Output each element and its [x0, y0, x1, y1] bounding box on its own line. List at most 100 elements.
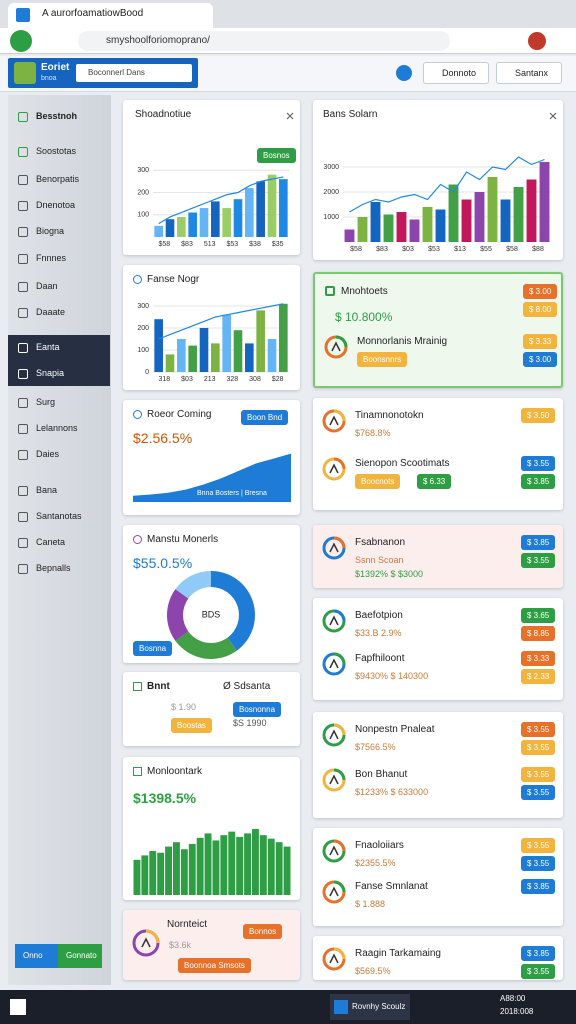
bar: [252, 829, 259, 895]
sidebar-icon: [18, 369, 28, 379]
card: Monloontark $1398.5%: [123, 757, 300, 900]
sidebar-item[interactable]: Fnnnes: [36, 253, 67, 263]
card: Shoadnotiue Bosnos 100 200 300 $58 $83 513 $53 $3…: [123, 100, 300, 255]
sidebar-item[interactable]: Dnenotoa: [36, 200, 76, 210]
header-button[interactable]: Santanx: [496, 62, 562, 84]
sidebar-item[interactable]: Daies: [36, 449, 60, 459]
x-tick-label: 328: [226, 376, 238, 383]
card-title: Ø Sdsanta: [223, 681, 271, 692]
bar: [370, 202, 381, 242]
browser-tab[interactable]: A aurorfoamatiowBood: [8, 3, 213, 28]
sidebar-button[interactable]: Onno: [15, 944, 58, 968]
sidebar-item[interactable]: Surg: [36, 397, 56, 407]
sidebar-item[interactable]: Daan: [36, 281, 58, 291]
icon-arc: [333, 536, 346, 549]
bar: [279, 303, 288, 372]
sidebar-icon: [18, 227, 28, 237]
badge: $ 8.85: [521, 626, 556, 641]
badge: $ 3.85: [521, 474, 556, 489]
sidebar-item[interactable]: Biogna: [36, 226, 65, 236]
bar: [233, 199, 243, 237]
bar: [236, 836, 244, 895]
start[interactable]: [10, 999, 26, 1015]
sidebar-item[interactable]: Caneta: [36, 537, 66, 547]
icon-arc: [333, 457, 346, 470]
sidebar-button[interactable]: Gonnato: [58, 944, 102, 968]
icon-arc: [333, 768, 346, 781]
icon-glyph: [329, 415, 339, 426]
badge: $ 3.55: [521, 856, 556, 871]
donut-slice: [211, 571, 255, 651]
bar: [199, 328, 209, 372]
sidebar-item[interactable]: Besstnoh: [36, 111, 78, 121]
card-title: Fnaoloiiars: [355, 840, 404, 851]
app-header: Eoriet bnoa Boconnerl Dans: [0, 56, 576, 92]
bar: [188, 212, 197, 237]
bar: [157, 852, 165, 895]
back-button[interactable]: [10, 30, 32, 52]
row-title: Bon Bhanut: [355, 769, 408, 780]
address-bar[interactable]: smyshoolforiomoprano/: [78, 31, 450, 51]
icon-arc: [333, 652, 346, 665]
y-tick-label: 300: [137, 303, 149, 310]
profile[interactable]: [528, 32, 546, 50]
badge: $ 3.00: [523, 284, 558, 299]
icon-glyph: [329, 658, 339, 669]
sidebar-item[interactable]: Lelannons: [36, 423, 78, 433]
title-icon: [133, 275, 142, 284]
card-title: Fsabnanon: [355, 537, 406, 548]
sidebar-icon: [18, 512, 28, 522]
sidebar-icon: [18, 564, 28, 574]
badge: $ 3.85: [521, 535, 556, 550]
sidebar-item[interactable]: Soostotas: [36, 146, 77, 156]
brand: Eoriet: [41, 62, 70, 73]
x-tick-label: 213: [204, 376, 216, 383]
badge: Boonnoa Smsots: [178, 958, 251, 973]
chart: [132, 929, 160, 957]
badge: $ 3.33: [521, 651, 556, 666]
bar: [245, 188, 254, 237]
bar: [188, 345, 197, 372]
badge: $ 8.00: [523, 302, 558, 317]
notify[interactable]: [396, 65, 412, 81]
sidebar-item[interactable]: Benorpatis: [36, 174, 80, 184]
card: Bnnt Ø Sdsanta $ 1.90 $S 1990 Boostas Bosnonn…: [123, 672, 300, 746]
bar: [196, 837, 204, 895]
card-value: $2355.5%: [355, 858, 396, 868]
sidebar-item[interactable]: Santanotas: [36, 511, 82, 521]
card-title: Mnohtoets: [341, 286, 388, 297]
chart: [322, 609, 346, 633]
bar: [154, 319, 163, 372]
card-title: Roeor Coming: [147, 409, 212, 420]
brand-bar: Eoriet bnoa Boconnerl Dans: [8, 58, 198, 88]
badge: $ 3.55: [521, 964, 556, 979]
icon-glyph: [329, 542, 339, 553]
bar: [211, 343, 220, 372]
sidebar-item[interactable]: Daaate: [36, 307, 66, 317]
sidebar-item[interactable]: Bepnalls: [36, 563, 71, 573]
chart: [322, 880, 346, 904]
icon-arc: [333, 880, 346, 893]
header-button[interactable]: Donnoto: [423, 62, 489, 84]
bar: [222, 314, 231, 372]
badge: Boonsnnrs: [357, 352, 408, 367]
x-tick-label: $28: [272, 376, 284, 383]
badge: $ 3.55: [521, 722, 556, 737]
sidebar-item[interactable]: Eanta: [36, 342, 60, 352]
chart: [549, 112, 557, 120]
search-box[interactable]: Boconnerl Dans: [76, 64, 192, 82]
badge: $ 6.33: [417, 474, 452, 489]
chart: [133, 453, 291, 502]
card-value: $ 10.800%: [335, 310, 393, 324]
search-text: Boconnerl Dans: [88, 68, 145, 77]
chart: 1000 2000 3000 $58 $83 $03 $53 $13 $55 $58 $88: [323, 156, 551, 253]
x-tick-label: $58: [506, 246, 518, 253]
sidebar-item[interactable]: Snapia: [36, 368, 65, 378]
card: Roeor Coming $2.56.5% Boon Bnd Bnna Bosters…: [123, 400, 300, 515]
icon-glyph: [329, 463, 339, 474]
bar: [141, 855, 149, 895]
card-value: $1398.5%: [133, 790, 197, 806]
task-app[interactable]: Rovnhy Scoulz: [330, 994, 410, 1020]
chart: [322, 768, 346, 792]
sidebar-item[interactable]: Bana: [36, 485, 58, 495]
